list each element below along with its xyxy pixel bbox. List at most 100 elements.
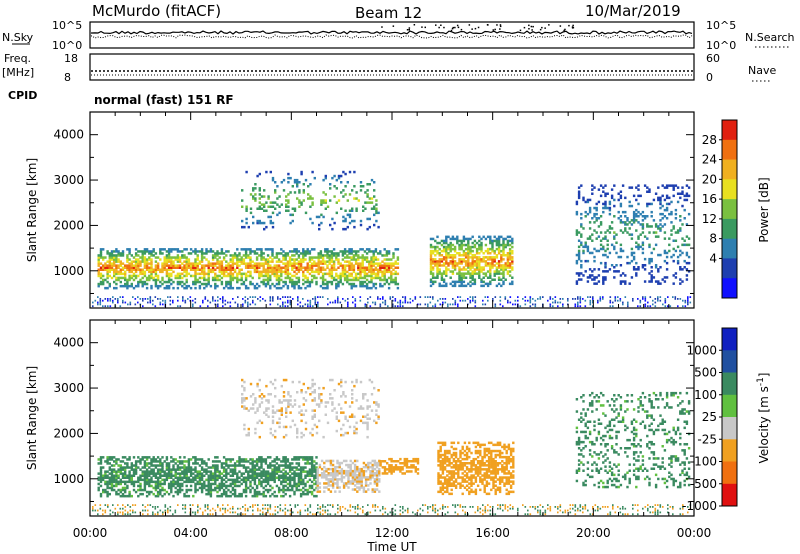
ground-scatter-cell	[202, 299, 204, 302]
echo-cell	[205, 472, 208, 475]
echo-cell	[130, 482, 133, 486]
echo-cell	[396, 262, 400, 265]
echo-cell	[337, 252, 340, 255]
echo-cell	[453, 266, 457, 269]
nsky-spike	[532, 25, 534, 28]
echo-cell	[275, 270, 279, 274]
echo-cell	[132, 464, 136, 467]
echo-cell	[364, 465, 368, 469]
echo-cell	[124, 476, 127, 479]
ground-scatter-cell	[334, 299, 337, 302]
ground-scatter-cell	[142, 298, 144, 300]
echo-cell	[216, 276, 219, 280]
echo-cell	[610, 243, 614, 247]
colorbar-tick-label: 8	[709, 232, 717, 246]
echo-cell	[269, 462, 272, 465]
echo-cell	[685, 261, 689, 265]
echo-cell	[293, 480, 296, 484]
echo-cell	[189, 466, 193, 469]
echo-cell	[269, 274, 272, 278]
echo-cell	[99, 492, 103, 496]
echo-cell	[453, 268, 457, 271]
echo-cell	[383, 470, 387, 473]
echo-cell	[222, 466, 226, 469]
echo-cell	[375, 476, 379, 479]
echo-cell	[352, 276, 356, 280]
echo-cell	[288, 264, 292, 267]
echo-cell	[308, 266, 312, 269]
echo-cell	[137, 280, 140, 284]
echo-cell	[679, 215, 682, 218]
echo-cell	[659, 212, 662, 216]
ground-scatter-cell	[374, 303, 377, 306]
echo-cell	[350, 284, 353, 288]
echo-cell	[321, 286, 325, 290]
echo-cell	[181, 476, 184, 479]
echo-cell	[249, 270, 252, 274]
echo-cell	[504, 245, 507, 249]
echo-cell	[584, 259, 587, 263]
echo-cell	[161, 276, 164, 280]
echo-cell	[183, 260, 186, 263]
echo-cell	[471, 258, 474, 261]
freq-tick-bottom-right: 0	[706, 71, 713, 84]
echo-cell	[310, 258, 314, 261]
ground-scatter-cell	[109, 299, 112, 302]
echo-cell	[178, 280, 182, 284]
echo-cell	[584, 210, 587, 214]
echo-cell	[335, 254, 338, 257]
echo-cell	[266, 262, 270, 265]
echo-cell	[436, 245, 439, 249]
echo-cell	[353, 480, 357, 483]
echo-cell	[462, 243, 466, 247]
ground-scatter-cell	[432, 305, 434, 308]
echo-cell	[445, 241, 448, 245]
echo-cell	[330, 264, 334, 267]
echo-cell	[216, 490, 219, 494]
echo-cell	[480, 268, 483, 271]
echo-cell	[231, 468, 235, 471]
echo-cell	[244, 478, 248, 482]
ground-scatter-cell	[269, 298, 272, 300]
echo-cell	[368, 280, 371, 284]
echo-cell	[374, 266, 378, 269]
echo-cell	[159, 472, 162, 475]
echo-cell	[119, 280, 122, 284]
echo-cell	[108, 262, 111, 265]
echo-cell	[108, 260, 111, 263]
ground-scatter-cell	[277, 298, 279, 300]
echo-cell	[214, 282, 217, 286]
echo-cell	[368, 217, 371, 221]
echo-cell	[665, 184, 669, 187]
echo-cell	[203, 268, 206, 271]
echo-cell	[121, 266, 125, 269]
echo-cell	[604, 194, 607, 198]
echo-cell	[253, 264, 257, 267]
echo-cell	[685, 278, 689, 281]
echo-cell	[185, 468, 188, 471]
echo-cell	[449, 254, 452, 257]
echo-cell	[628, 233, 631, 236]
echo-cell	[506, 256, 510, 259]
echo-cell	[240, 248, 243, 251]
echo-cell	[165, 468, 169, 471]
echo-cell	[229, 260, 232, 263]
echo-cell	[637, 184, 640, 187]
echo-cell	[134, 264, 138, 267]
echo-cell	[293, 490, 296, 494]
echo-cell	[126, 248, 129, 251]
echo-cell	[504, 262, 507, 265]
echo-cell	[440, 276, 444, 279]
echo-cell	[165, 272, 169, 276]
ground-scatter-cell	[279, 298, 282, 300]
echo-cell	[211, 268, 215, 271]
echo-cell	[293, 270, 296, 274]
nsky-spike	[392, 25, 395, 27]
echo-cell	[185, 460, 188, 463]
echo-cell	[291, 213, 294, 217]
echo-cell	[637, 188, 640, 191]
echo-cell	[139, 462, 142, 465]
ground-scatter-cell	[169, 299, 172, 302]
echo-cell	[205, 284, 208, 288]
echo-cell	[266, 280, 270, 284]
